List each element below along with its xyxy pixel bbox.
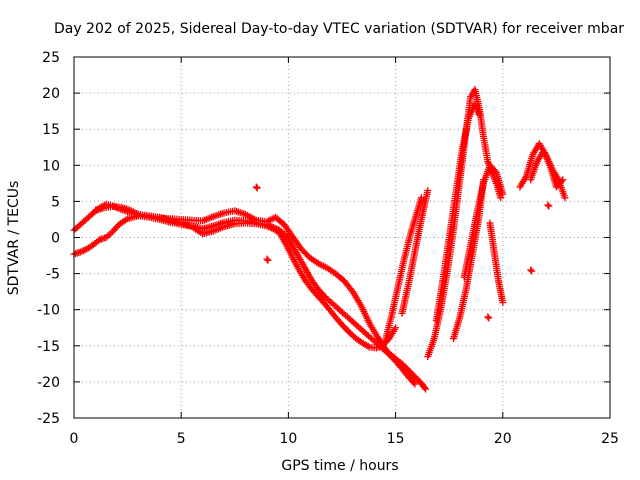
data-point bbox=[421, 384, 429, 392]
y-tick-label: 5 bbox=[51, 194, 60, 210]
data-point bbox=[80, 246, 88, 254]
data-point bbox=[263, 255, 271, 263]
y-tick-label: 0 bbox=[51, 231, 60, 247]
y-tick-label: -10 bbox=[37, 303, 60, 319]
y-tick-label: -15 bbox=[37, 339, 60, 355]
data-point bbox=[528, 267, 536, 275]
data-point bbox=[271, 224, 279, 232]
data-point bbox=[499, 298, 507, 306]
data-point bbox=[422, 385, 430, 393]
y-tick-label: -5 bbox=[46, 267, 60, 283]
data-points bbox=[70, 85, 569, 393]
data-point bbox=[544, 201, 552, 209]
x-tick-label: 10 bbox=[279, 431, 297, 447]
data-point bbox=[558, 177, 566, 185]
data-point bbox=[273, 225, 281, 233]
grid-lines bbox=[74, 57, 610, 418]
y-tick-label: -25 bbox=[37, 411, 60, 427]
x-tick-label: 15 bbox=[387, 431, 405, 447]
data-point bbox=[484, 313, 492, 321]
y-tick-label: 10 bbox=[42, 158, 60, 174]
x-tick-label: 0 bbox=[70, 431, 79, 447]
x-tick-label: 25 bbox=[601, 431, 619, 447]
y-tick-label: 20 bbox=[42, 86, 60, 102]
y-axis-ticks: -25 -20 -15 -10 -5 0 5 10 15 20 25 bbox=[37, 50, 610, 427]
data-point bbox=[475, 111, 483, 119]
data-point bbox=[497, 194, 505, 202]
data-point bbox=[411, 380, 419, 388]
chart-title: Day 202 of 2025, Sidereal Day-to-day VTE… bbox=[54, 21, 624, 37]
data-point bbox=[364, 342, 372, 350]
y-tick-label: -20 bbox=[37, 375, 60, 391]
data-point bbox=[545, 202, 553, 210]
data-point bbox=[76, 248, 84, 256]
data-point bbox=[264, 256, 272, 264]
data-point bbox=[424, 187, 432, 195]
data-point bbox=[561, 194, 569, 202]
x-axis-ticks: 0 5 10 15 20 25 bbox=[70, 57, 619, 447]
y-tick-label: 15 bbox=[42, 122, 60, 138]
x-axis-label: GPS time / hours bbox=[281, 458, 398, 474]
y-axis-label: SDTVAR / TECUs bbox=[6, 181, 22, 296]
data-point bbox=[253, 184, 261, 192]
data-point bbox=[417, 194, 425, 202]
data-point bbox=[485, 314, 493, 322]
x-tick-label: 5 bbox=[177, 431, 186, 447]
data-point bbox=[78, 247, 86, 255]
data-point bbox=[269, 223, 277, 231]
data-point bbox=[527, 266, 535, 274]
data-point bbox=[410, 379, 418, 387]
y-tick-label: 25 bbox=[42, 50, 60, 66]
data-point bbox=[392, 324, 400, 332]
data-point bbox=[499, 190, 507, 198]
data-point bbox=[252, 183, 260, 191]
x-tick-label: 20 bbox=[494, 431, 512, 447]
data-point bbox=[559, 176, 567, 184]
